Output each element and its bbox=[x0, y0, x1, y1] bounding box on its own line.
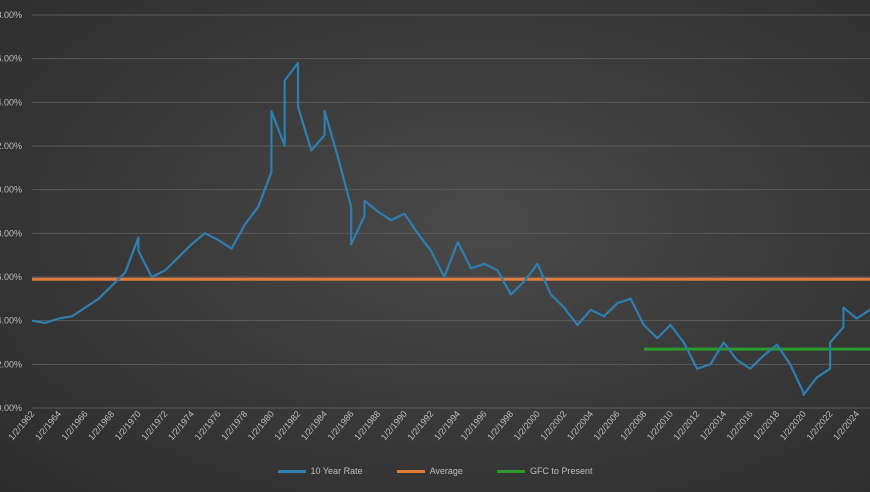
x-tick-label: 1/2/2012 bbox=[671, 409, 701, 442]
x-axis-ticks: 1/2/19621/2/19641/2/19661/2/19681/2/1970… bbox=[6, 409, 861, 442]
y-tick-label: 0.00% bbox=[0, 403, 22, 413]
chart-legend: 10 Year Rate Average GFC to Present bbox=[0, 466, 870, 476]
y-tick-label: 10.00% bbox=[0, 185, 22, 195]
x-tick-label: 1/2/2016 bbox=[725, 409, 755, 442]
legend-label: Average bbox=[429, 466, 463, 476]
x-tick-label: 1/2/1996 bbox=[459, 409, 489, 442]
x-tick-label: 1/2/2024 bbox=[831, 409, 861, 442]
x-tick-label: 1/2/2020 bbox=[778, 409, 808, 442]
x-tick-label: 1/2/1976 bbox=[193, 409, 223, 442]
series-line-10-year-rate bbox=[31, 61, 870, 396]
y-tick-label: 14.00% bbox=[0, 97, 22, 107]
x-tick-label: 1/2/1978 bbox=[219, 409, 249, 442]
y-tick-label: 16.00% bbox=[0, 54, 22, 64]
x-tick-label: 1/2/1988 bbox=[352, 409, 382, 442]
x-tick-label: 1/2/2022 bbox=[804, 409, 834, 442]
legend-item: 10 Year Rate bbox=[277, 466, 363, 476]
x-tick-label: 1/2/1986 bbox=[326, 409, 356, 442]
legend-swatch bbox=[496, 469, 525, 473]
x-tick-label: 1/2/2010 bbox=[645, 409, 675, 442]
x-tick-label: 1/2/1970 bbox=[113, 409, 143, 442]
x-tick-label: 1/2/1982 bbox=[272, 409, 302, 442]
legend-label: 10 Year Rate bbox=[310, 466, 363, 476]
y-tick-label: 2.00% bbox=[0, 359, 22, 369]
x-tick-label: 1/2/1962 bbox=[6, 409, 36, 442]
x-tick-label: 1/2/1966 bbox=[60, 409, 90, 442]
x-tick-label: 1/2/1980 bbox=[246, 409, 276, 442]
x-tick-label: 1/2/2004 bbox=[565, 409, 595, 442]
x-tick-label: 1/2/1984 bbox=[299, 409, 329, 442]
y-axis-ticks: 0.00% 2.00% 4.00% 6.00% 8.00% 10.00% 12.00% 14.… bbox=[0, 10, 22, 413]
y-tick-label: 8.00% bbox=[0, 228, 22, 238]
legend-item: GFC to Present bbox=[496, 466, 593, 476]
x-tick-label: 1/2/1972 bbox=[139, 409, 169, 442]
y-tick-label: 18.00% bbox=[0, 10, 22, 20]
x-tick-label: 1/2/1992 bbox=[405, 409, 435, 442]
x-tick-label: 1/2/2000 bbox=[512, 409, 542, 442]
x-tick-label: 1/2/2014 bbox=[698, 409, 728, 442]
y-tick-label: 12.00% bbox=[0, 141, 22, 151]
x-tick-label: 1/2/1974 bbox=[166, 409, 196, 442]
gridlines bbox=[32, 14, 870, 409]
x-tick-label: 1/2/2006 bbox=[592, 409, 622, 442]
legend-swatch bbox=[396, 469, 425, 473]
x-tick-label: 1/2/2008 bbox=[618, 409, 648, 442]
x-tick-label: 1/2/1964 bbox=[33, 409, 63, 442]
series-lines bbox=[31, 61, 870, 396]
x-tick-label: 1/2/1968 bbox=[86, 409, 116, 442]
y-tick-label: 6.00% bbox=[0, 272, 22, 282]
x-tick-label: 1/2/1998 bbox=[485, 409, 515, 442]
y-tick-label: 4.00% bbox=[0, 316, 22, 326]
legend-swatch bbox=[277, 469, 306, 473]
legend-item: Average bbox=[396, 466, 463, 476]
x-tick-label: 1/2/2018 bbox=[751, 409, 781, 442]
x-tick-label: 1/2/1990 bbox=[379, 409, 409, 442]
legend-label: GFC to Present bbox=[529, 466, 593, 476]
x-tick-label: 1/2/2002 bbox=[538, 409, 568, 442]
x-tick-label: 1/2/1994 bbox=[432, 409, 462, 442]
